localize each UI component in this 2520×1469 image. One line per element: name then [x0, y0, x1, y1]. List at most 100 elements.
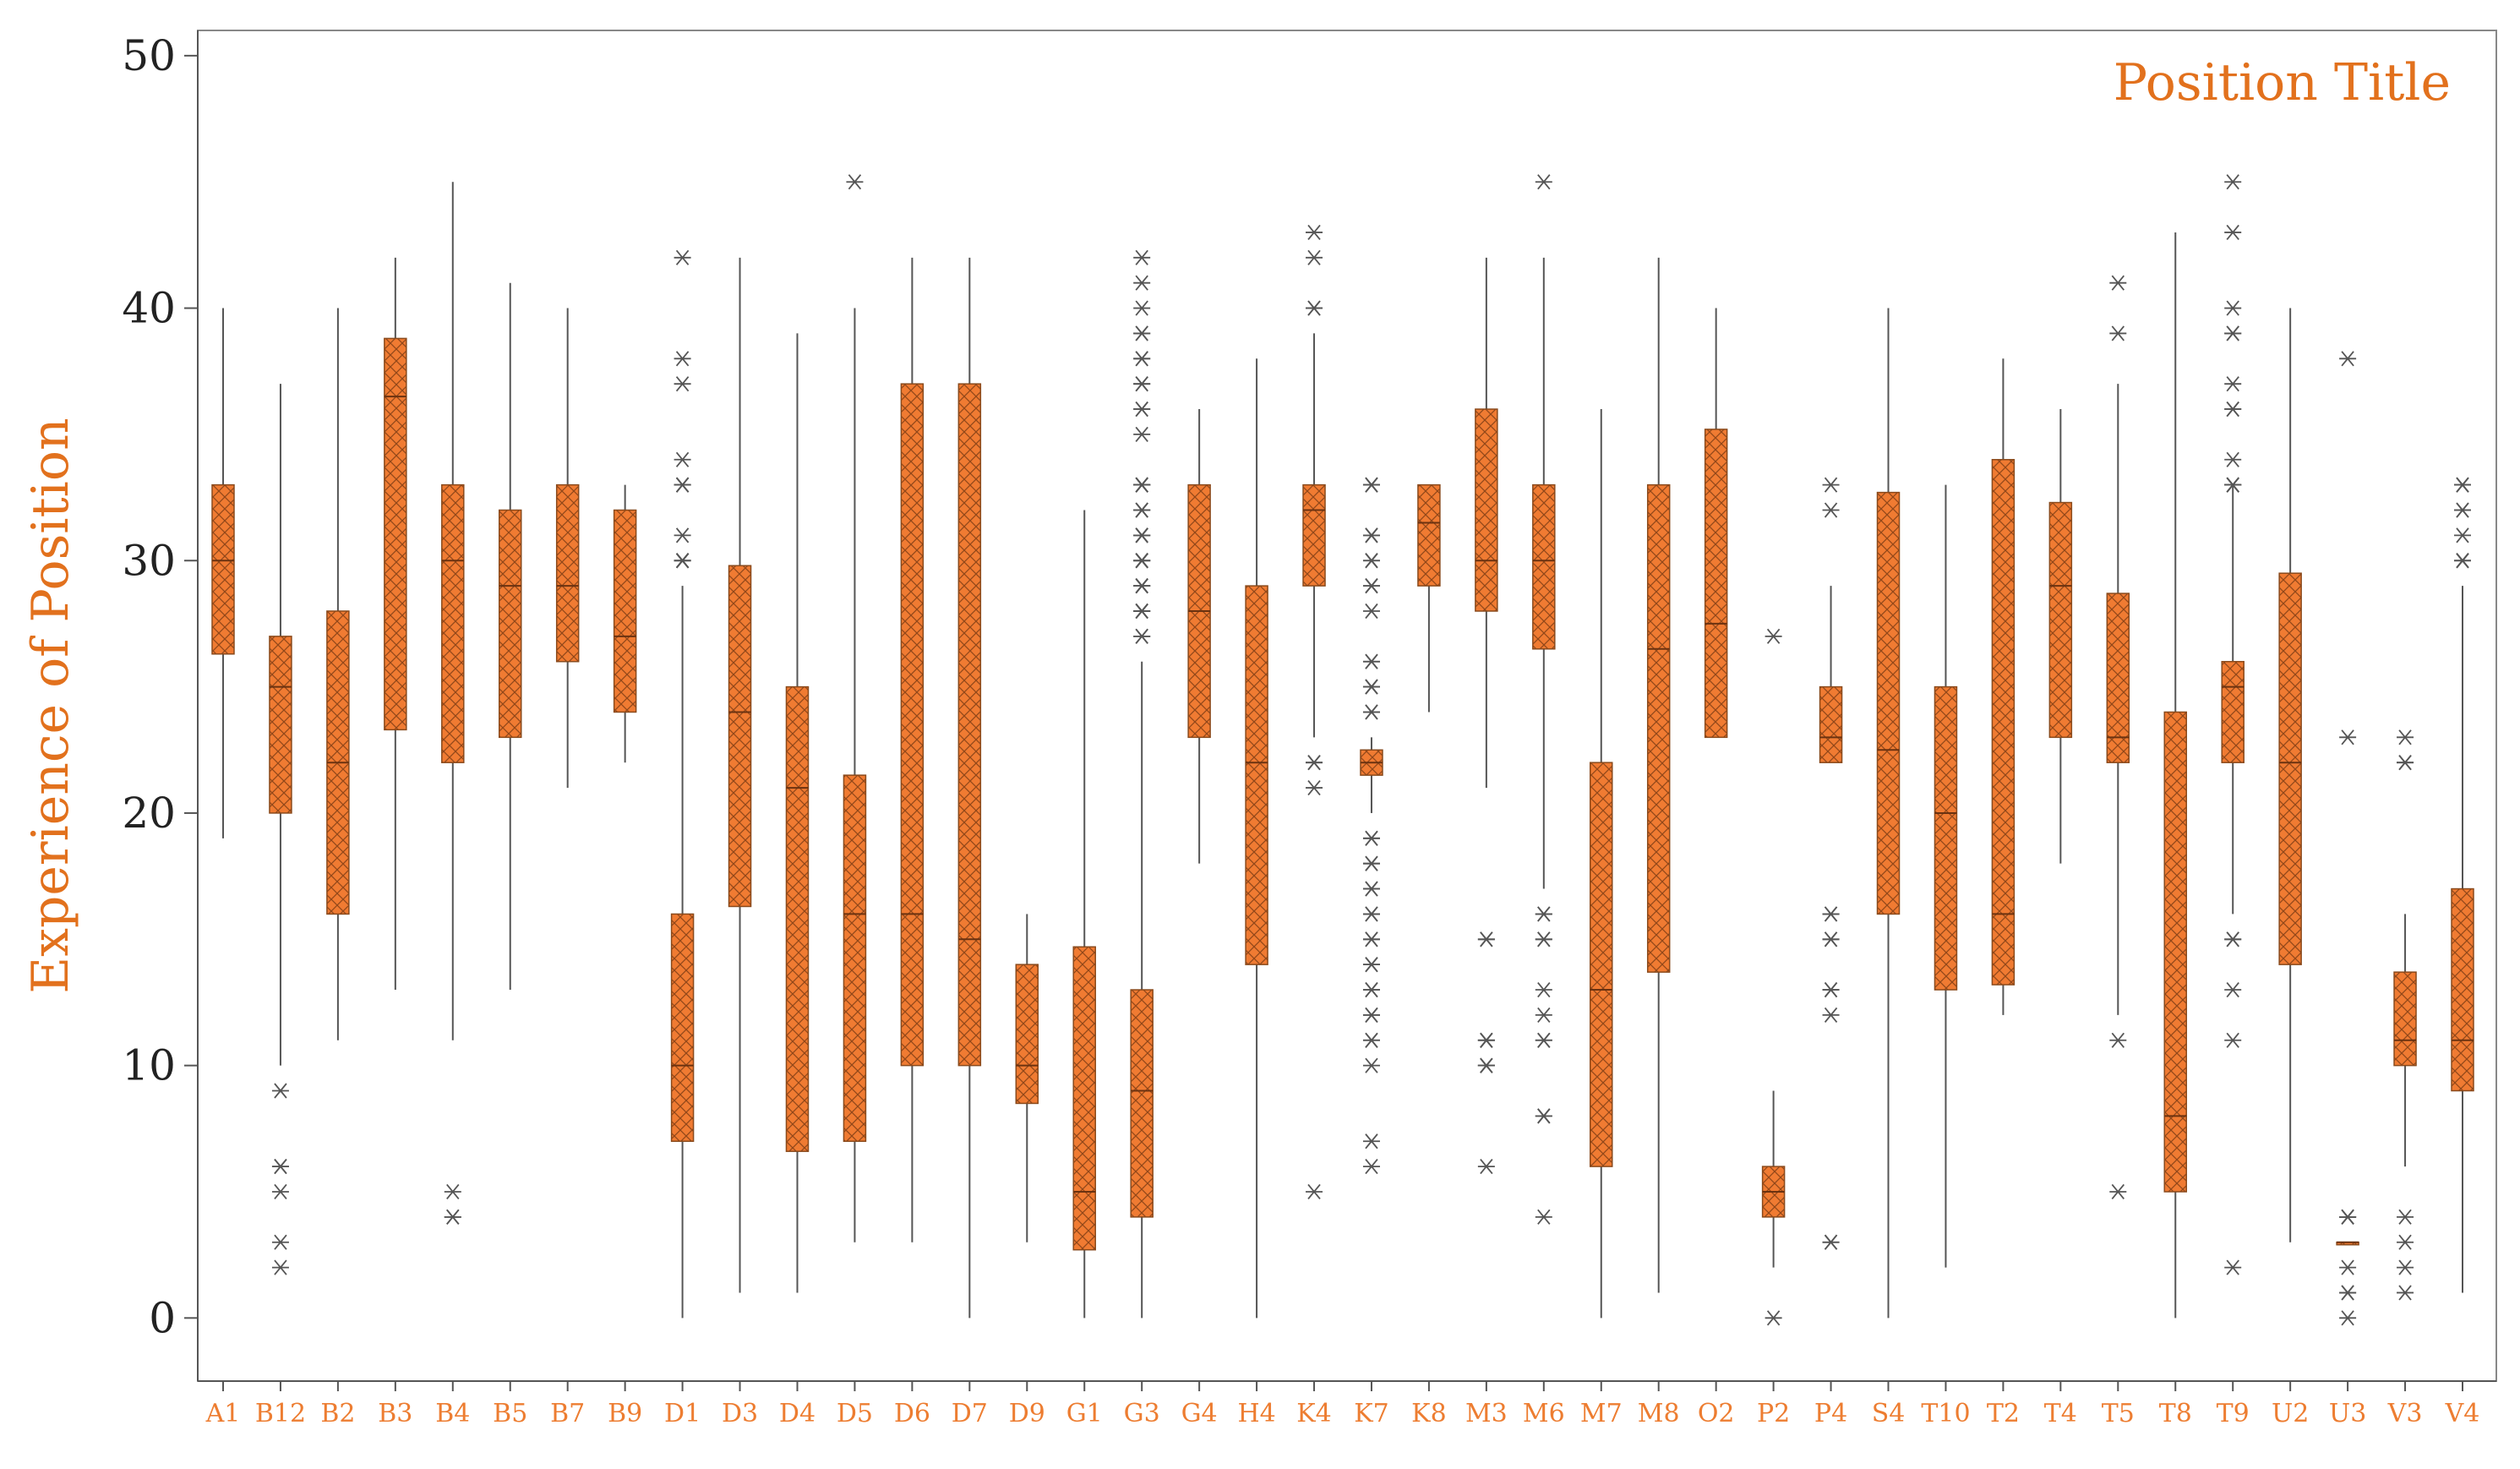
category-label: T5 [2102, 1399, 2135, 1428]
outlier-point [1362, 679, 1380, 695]
outlier-point [1822, 502, 1840, 518]
outlier-stroke [2111, 275, 2125, 291]
box-group-T10 [1934, 484, 1958, 1268]
outlier-point [2224, 376, 2242, 392]
y-tick-label: 40 [122, 284, 176, 333]
outlier-point [1822, 906, 1840, 922]
outlier-point [1362, 906, 1380, 922]
outlier-stroke [2398, 1259, 2412, 1275]
box [2393, 971, 2417, 1067]
outlier-stroke [2341, 1310, 2354, 1326]
outlier-stroke [2111, 1183, 2125, 1200]
outlier-stroke [1365, 704, 1378, 720]
outlier-point [2224, 931, 2242, 947]
outlier-point [1362, 1032, 1380, 1048]
outlier-stroke [1135, 300, 1148, 316]
outlier-stroke [1135, 376, 1148, 392]
outlier-stroke [1480, 931, 1493, 947]
box-group-M8 [1646, 257, 1671, 1293]
outlier-stroke [1365, 1032, 1378, 1048]
box [1417, 483, 1441, 587]
box-group-G4 [1187, 409, 1211, 864]
box-group-K4 [1302, 224, 1326, 1200]
x-axis: A1 B12 B2 B3 B4 B5 B7 B9 D1 D3 D4 D5 D6 D7 D9 G1 G3 G4 H4 K… [198, 1380, 2496, 1428]
outlier-point [1306, 249, 1323, 265]
outlier-point [2397, 755, 2414, 771]
outlier-point [1362, 603, 1380, 620]
outlier-stroke [675, 477, 690, 493]
box-group-D7 [957, 257, 982, 1319]
outlier-stroke [1824, 906, 1838, 922]
box [670, 913, 695, 1142]
box-group-K7 [1360, 477, 1383, 1175]
outlier-stroke [1135, 578, 1148, 594]
box-group-B9 [613, 484, 637, 763]
outlier-point [1133, 275, 1151, 291]
category-label: B3 [378, 1399, 412, 1428]
box [2106, 593, 2130, 763]
y-tick-label: 10 [122, 1041, 176, 1090]
outlier-stroke [848, 174, 862, 190]
box-group-T8 [2163, 232, 2188, 1319]
outlier-point [1362, 704, 1380, 720]
outlier-point [1362, 1007, 1380, 1023]
category-label: G1 [1066, 1399, 1103, 1428]
outlier-stroke [675, 376, 690, 392]
outlier-stroke [274, 1183, 287, 1200]
category-label: D4 [779, 1399, 815, 1428]
box [1302, 483, 1326, 587]
outlier-point [2109, 325, 2127, 341]
category-label: B12 [255, 1399, 306, 1428]
box-group-M3 [1475, 257, 1498, 1175]
box [1934, 685, 1958, 991]
outlier-point [1362, 881, 1380, 897]
box-group-K8 [1417, 483, 1441, 713]
outlier-stroke [1766, 1310, 1781, 1326]
box [1590, 762, 1613, 1167]
category-label: A1 [205, 1399, 241, 1428]
outlier-point [2397, 1285, 2414, 1301]
box [1072, 946, 1096, 1251]
box [1532, 483, 1556, 650]
outlier-point [1133, 300, 1151, 316]
box [1991, 459, 2015, 986]
outlier-point [1306, 755, 1323, 771]
outlier-stroke [2226, 224, 2239, 241]
box [843, 774, 867, 1142]
outlier-stroke [1824, 1234, 1838, 1250]
box-group-T2 [1991, 358, 2015, 1015]
category-label: B2 [320, 1399, 355, 1428]
outlier-point [2397, 1259, 2414, 1275]
outlier-stroke [1135, 502, 1148, 518]
box [2278, 572, 2302, 965]
outlier-point [271, 1259, 289, 1275]
outlier-point [1362, 553, 1380, 569]
outlier-stroke [1824, 981, 1838, 998]
outlier-point [2454, 477, 2471, 493]
outlier-point [2224, 174, 2242, 190]
outlier-stroke [2111, 325, 2125, 341]
outlier-point [674, 351, 691, 367]
outlier-point [2339, 729, 2357, 745]
outlier-point [846, 174, 864, 190]
outlier-point [1133, 578, 1151, 594]
category-label: B9 [608, 1399, 642, 1428]
outlier-point [1822, 477, 1840, 493]
outlier-stroke [675, 527, 690, 543]
outlier-point [2397, 1209, 2414, 1225]
box [2451, 887, 2474, 1092]
box [1245, 585, 1268, 965]
outlier-stroke [2398, 1234, 2412, 1250]
box [1819, 685, 1843, 763]
category-label: D6 [894, 1399, 930, 1428]
box-group-H4 [1245, 358, 1268, 1319]
outlier-point [271, 1183, 289, 1200]
box-group-G3 [1130, 249, 1154, 1319]
category-label: K4 [1296, 1399, 1332, 1428]
outlier-point [1477, 1032, 1495, 1048]
outlier-stroke [2398, 755, 2412, 771]
outlier-stroke [1365, 578, 1378, 594]
outlier-stroke [2398, 1209, 2412, 1225]
outlier-stroke [2398, 729, 2412, 745]
category-label: T10 [1921, 1399, 1970, 1428]
